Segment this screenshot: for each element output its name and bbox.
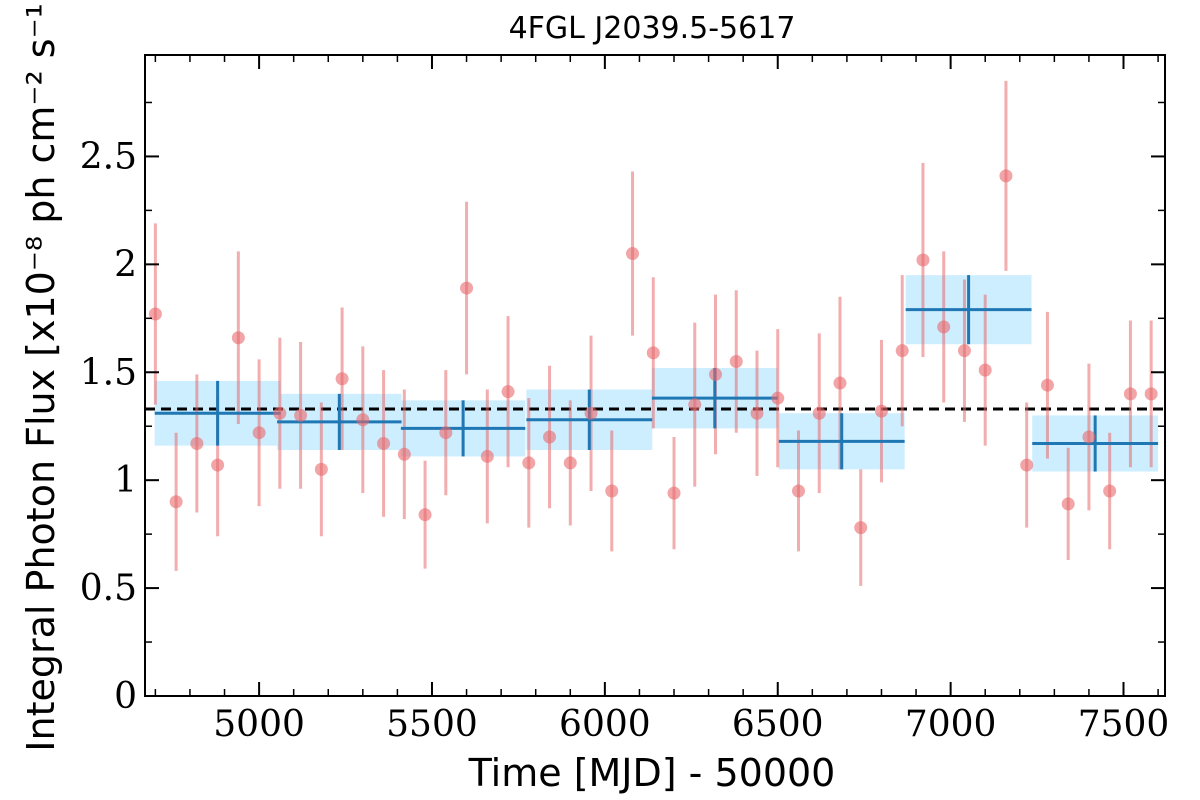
data-point — [895, 344, 909, 358]
x-tick-label: 6500 — [732, 704, 824, 745]
chart-title: 4FGL J2039.5-5617 — [509, 11, 796, 46]
data-point — [1020, 458, 1034, 472]
data-point — [626, 247, 640, 261]
data-point — [273, 406, 287, 420]
data-point — [418, 508, 432, 522]
data-point — [854, 521, 868, 535]
data-point — [750, 406, 764, 420]
data-point — [729, 354, 743, 368]
plot-frame — [144, 54, 1166, 697]
data-point — [543, 430, 557, 444]
plot-area: 5000 5500 6000 6500 7000 7500 0 0.5 1 1.5 2 2.5 — [80, 55, 1170, 745]
data-point — [501, 385, 515, 399]
data-point — [211, 458, 225, 472]
data-point — [148, 307, 162, 321]
data-point — [169, 495, 183, 509]
y-tick-label: 1 — [114, 460, 137, 501]
data-point — [314, 462, 328, 476]
data-point — [231, 331, 245, 345]
data-point — [439, 426, 453, 440]
data-point — [999, 169, 1013, 183]
y-tick-label: 0.5 — [80, 568, 137, 609]
data-point — [584, 406, 598, 420]
data-point — [252, 426, 266, 440]
data-point — [812, 406, 826, 420]
data-point — [1103, 484, 1117, 498]
data-point — [1144, 387, 1158, 401]
data-point — [522, 456, 536, 470]
x-axis-title: Time [MJD] - 50000 — [468, 751, 836, 795]
y-axis-title: Integral Photon Flux [x10⁻⁸ ph cm⁻² s⁻¹] — [19, 0, 63, 752]
data-point — [791, 484, 805, 498]
y-tick-label: 2 — [114, 244, 137, 285]
data-point — [646, 346, 660, 360]
data-point — [1082, 430, 1096, 444]
data-point — [605, 484, 619, 498]
data-point — [335, 372, 349, 386]
data-point — [377, 436, 391, 450]
data-point — [937, 320, 951, 334]
x-tick-label: 6000 — [559, 704, 651, 745]
y-tick-label: 1.5 — [80, 352, 137, 393]
data-point — [667, 486, 681, 500]
data-point — [1061, 497, 1075, 511]
data-point — [1040, 378, 1054, 392]
data-point — [1123, 387, 1137, 401]
data-point — [356, 413, 370, 427]
data-point — [688, 398, 702, 412]
data-point — [460, 281, 474, 295]
x-tick-label: 5500 — [386, 704, 478, 745]
y-tick-label: 0 — [114, 676, 137, 717]
data-point — [874, 404, 888, 418]
data-point — [480, 449, 494, 463]
data-point — [294, 408, 308, 422]
data-point — [563, 456, 577, 470]
data-point — [190, 436, 204, 450]
data-point — [957, 344, 971, 358]
data-point — [709, 367, 723, 381]
data-point — [771, 391, 785, 405]
y-tick-label: 2.5 — [80, 136, 137, 177]
data-point — [397, 447, 411, 461]
x-tick-label: 7000 — [905, 704, 997, 745]
x-tick-label: 5000 — [213, 704, 305, 745]
data-point — [916, 253, 930, 267]
x-tick-label: 7500 — [1078, 704, 1170, 745]
data-point — [833, 376, 847, 390]
data-point — [978, 363, 992, 377]
